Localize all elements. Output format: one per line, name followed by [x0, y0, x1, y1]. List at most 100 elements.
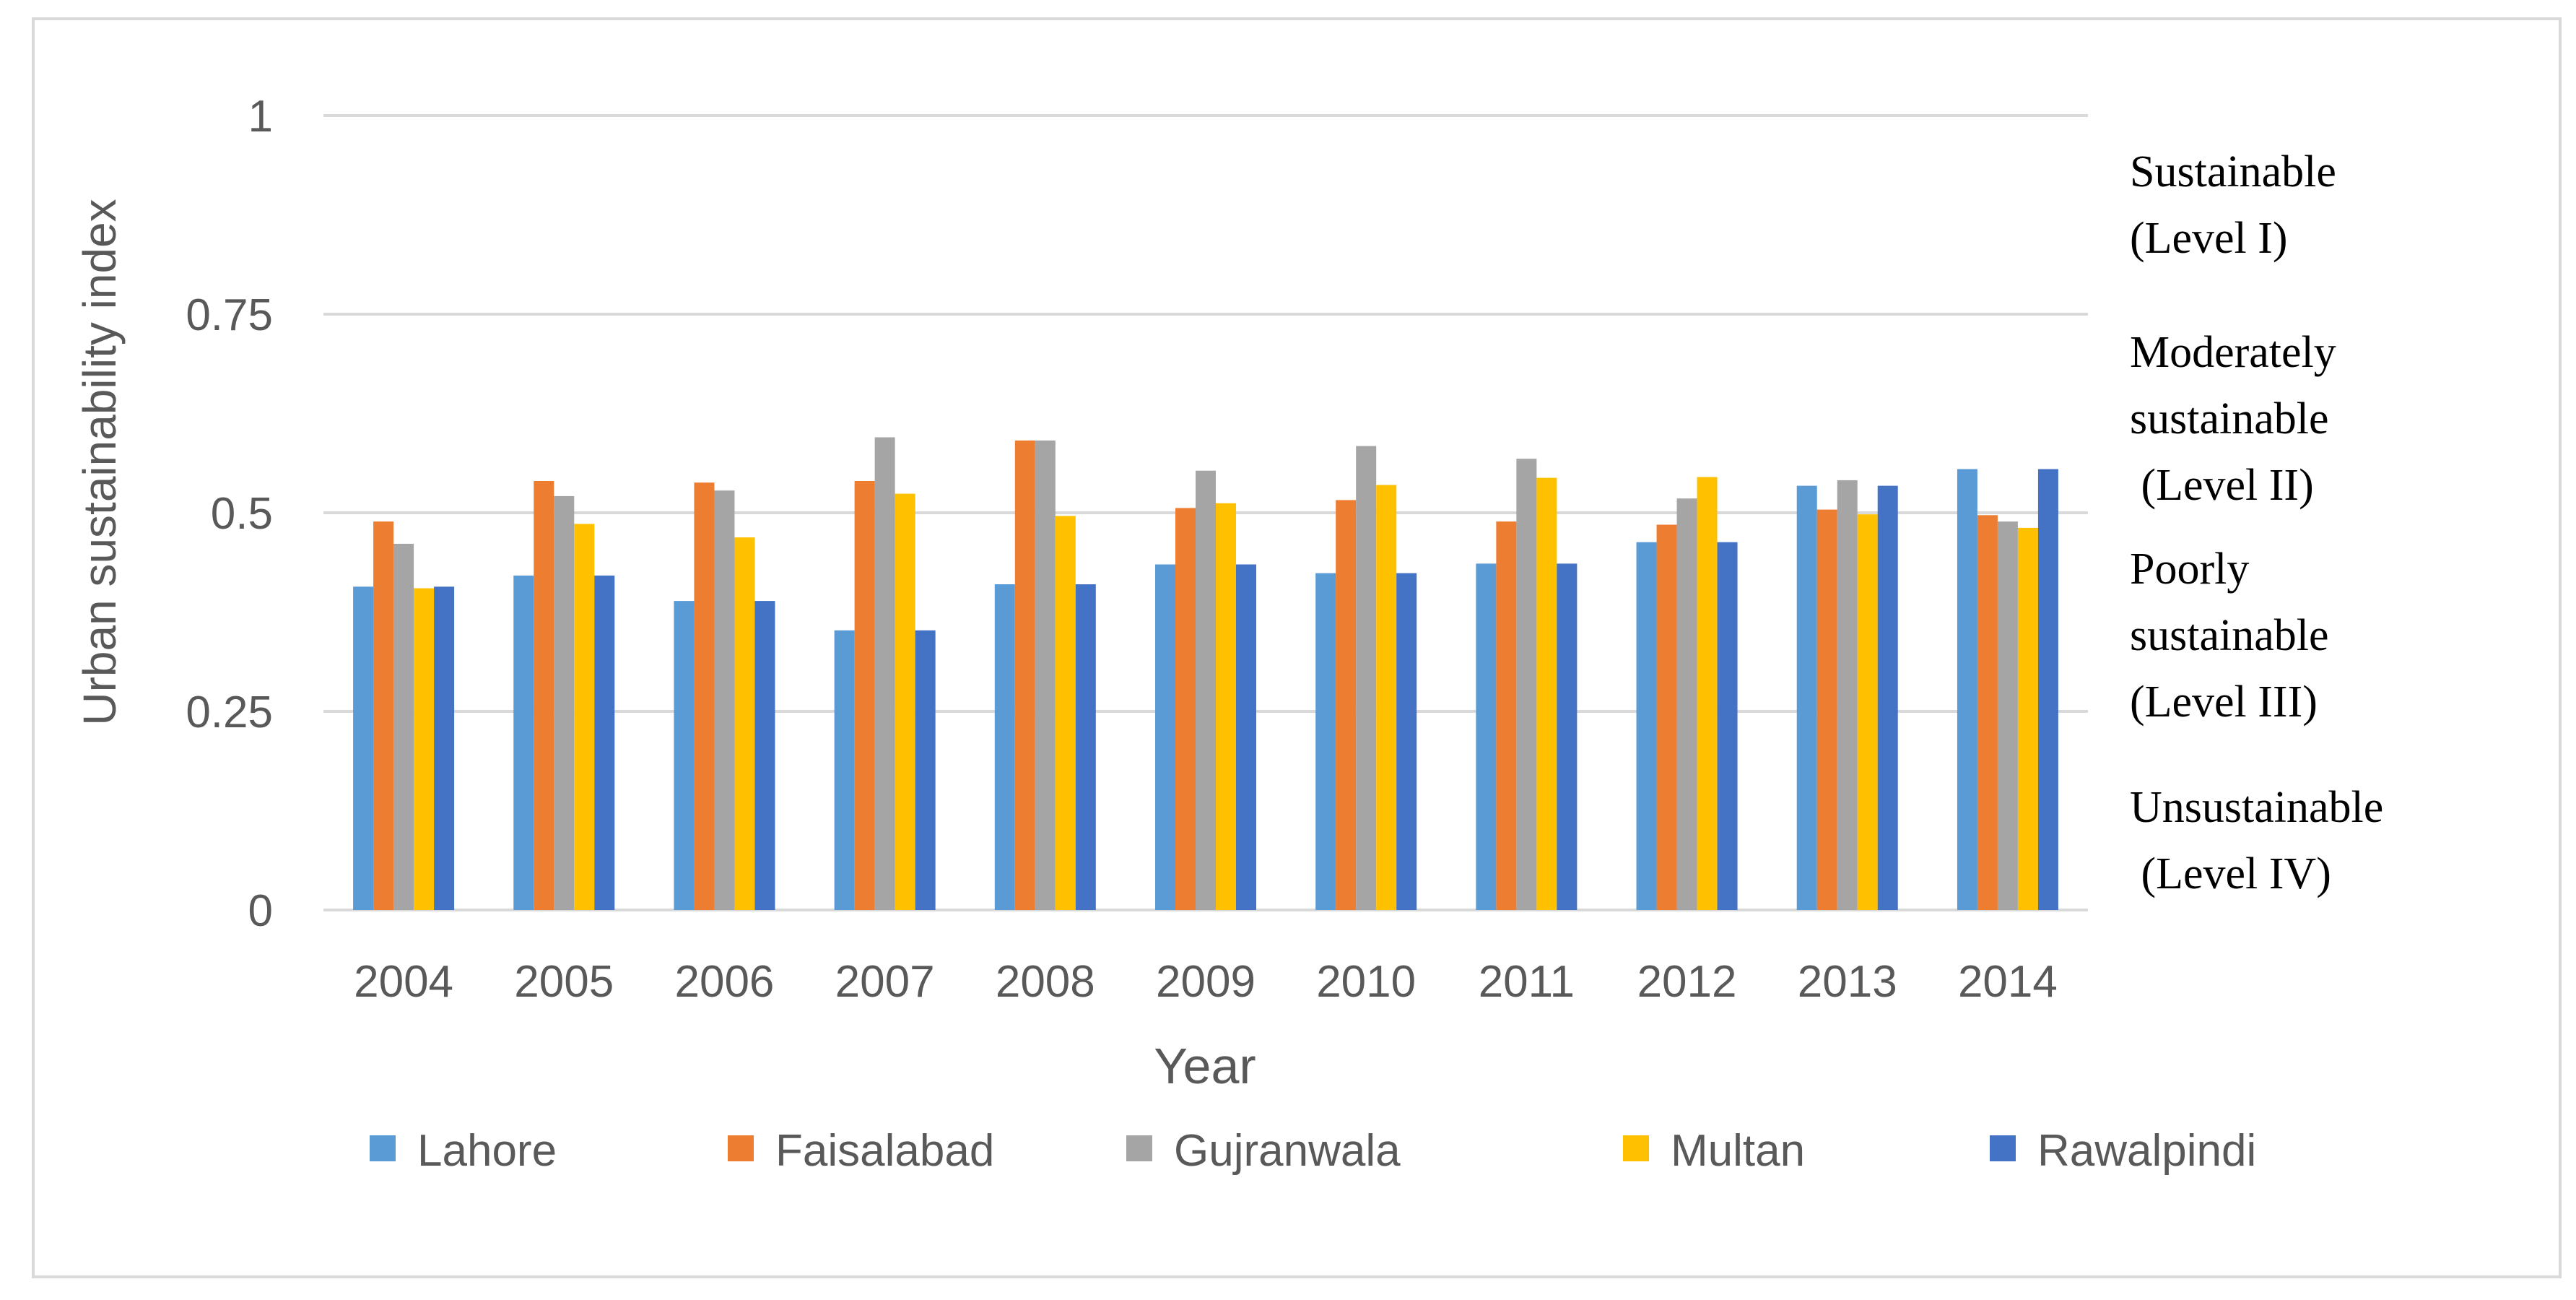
bar-lahore-2011: [1476, 563, 1497, 910]
bar-lahore-2014: [1957, 469, 1977, 910]
bar-rawalpindi-2009: [1236, 564, 1256, 910]
x-tick-label: 2005: [514, 957, 614, 1007]
legend-swatch: [1623, 1135, 1649, 1161]
annotation-line: Moderately: [2130, 328, 2336, 377]
bar-faisalabad-2014: [1977, 515, 1998, 910]
bar-multan-2011: [1536, 477, 1557, 910]
chart-border: [32, 17, 2562, 1278]
bar-faisalabad-2004: [373, 521, 394, 910]
bar-gujranwala-2014: [1997, 521, 2018, 910]
annotation-line: (Level III): [2130, 677, 2318, 727]
x-tick-label: 2008: [996, 957, 1095, 1007]
bar-rawalpindi-2004: [434, 586, 455, 910]
bar-rawalpindi-2013: [1877, 485, 1898, 910]
annotation-line: Sustainable: [2130, 147, 2336, 196]
bar-multan-2008: [1055, 516, 1076, 910]
bar-multan-2010: [1376, 485, 1397, 910]
bar-rawalpindi-2008: [1075, 584, 1096, 910]
annotation-line: Unsustainable: [2130, 783, 2383, 832]
bar-multan-2013: [1857, 514, 1878, 910]
annotation-line: sustainable: [2130, 394, 2329, 443]
bar-gujranwala-2005: [554, 495, 575, 910]
bar-rawalpindi-2012: [1717, 542, 1738, 910]
bar-lahore-2012: [1636, 542, 1657, 910]
legend-swatch: [728, 1135, 754, 1161]
bar-lahore-2013: [1796, 485, 1817, 910]
y-tick-label: 0.75: [186, 290, 273, 340]
legend: Lahore Faisal­abad Gujranwala Multan Rawalpi…: [370, 1126, 2256, 1176]
y-tick-label: 0.5: [211, 489, 273, 539]
bar-faisalabad-2005: [534, 481, 554, 910]
bar-faisalabad-2011: [1496, 521, 1517, 910]
bar-gujranwala-2010: [1356, 446, 1377, 910]
x-axis-title: Year: [1154, 1038, 1256, 1094]
bar-multan-2006: [734, 537, 755, 910]
bar-multan-2012: [1697, 477, 1718, 910]
annotation-level-1: Sustainable (Level I): [2130, 147, 2336, 263]
y-tick-label: 0.25: [186, 688, 273, 737]
bar-gujranwala-2011: [1516, 459, 1537, 910]
annotation-line: sustainable: [2130, 611, 2329, 660]
legend-swatch: [1990, 1135, 2016, 1161]
legend-label: Gujranwala: [1174, 1126, 1401, 1176]
bar-faisalabad-2010: [1336, 500, 1357, 910]
bar-gujranwala-2012: [1676, 498, 1697, 910]
bar-gujranwala-2008: [1035, 440, 1056, 910]
y-tick-label: 0: [248, 886, 273, 936]
bar-faisalabad-2012: [1656, 524, 1677, 910]
bar-rawalpindi-2005: [594, 575, 615, 910]
bar-lahore-2005: [513, 575, 534, 910]
bar-rawalpindi-2011: [1557, 563, 1578, 910]
legend-label: Multan: [1671, 1126, 1805, 1176]
bar-lahore-2007: [834, 630, 855, 910]
x-tick-label: 2009: [1156, 957, 1256, 1007]
bar-gujranwala-2006: [714, 490, 735, 910]
bar-lahore-2006: [674, 601, 695, 910]
bar-gujranwala-2009: [1196, 470, 1216, 910]
bar-faisalabad-2008: [1014, 440, 1035, 910]
x-tick-label: 2006: [674, 957, 774, 1007]
x-tick-label: 2011: [1479, 957, 1575, 1007]
x-tick-label: 2010: [1316, 957, 1416, 1007]
bar-multan-2005: [574, 524, 595, 910]
bar-faisalabad-2013: [1816, 509, 1837, 910]
bar-rawalpindi-2014: [2037, 469, 2058, 910]
annotation-level-4: Unsustainable (Level IV): [2130, 783, 2383, 898]
x-axis-ticks: 2004 2005 2006 2007 2008 2009 2010 2011 2012 2013…: [354, 957, 2058, 1007]
x-tick-label: 2013: [1798, 957, 1897, 1007]
bar-faisalabad-2006: [694, 482, 715, 910]
x-tick-label: 2012: [1637, 957, 1737, 1007]
bar-multan-2007: [895, 493, 915, 910]
legend-swatch: [1126, 1135, 1152, 1161]
bar-multan-2004: [414, 588, 435, 910]
y-tick-label: 1: [248, 92, 273, 142]
annotation-line: (Level I): [2130, 214, 2288, 263]
legend-swatch: [370, 1135, 396, 1161]
y-axis-ticks: 0 0.25 0.5 0.75 1: [186, 92, 273, 936]
annotation-line: (Level II): [2130, 461, 2314, 510]
legend-label: Lahore: [417, 1126, 557, 1176]
x-tick-label: 2014: [1958, 957, 2058, 1007]
bar-rawalpindi-2010: [1396, 573, 1417, 910]
annotation-level-3: Poorly sustainable (Level III): [2130, 545, 2329, 727]
bar-gujranwala-2004: [393, 543, 414, 910]
bar-rawalpindi-2007: [915, 630, 936, 910]
bar-rawalpindi-2006: [754, 601, 775, 910]
bar-lahore-2010: [1315, 573, 1336, 910]
legend-label: Faisal­abad: [775, 1126, 994, 1176]
bar-faisalabad-2009: [1175, 508, 1196, 910]
annotation-line: Poorly: [2130, 545, 2249, 594]
annotation-level-2: Moderately sustainable (Level II): [2130, 328, 2336, 510]
bar-gujranwala-2007: [874, 437, 895, 910]
bar-multan-2009: [1216, 503, 1236, 910]
bar-faisalabad-2007: [854, 481, 875, 910]
bar-lahore-2008: [994, 584, 1015, 910]
bar-lahore-2009: [1155, 564, 1175, 910]
x-tick-label: 2007: [835, 957, 935, 1007]
bar-lahore-2004: [353, 586, 374, 910]
sustainability-level-labels: Sustainable (Level I) Moderately sustainabl…: [2130, 147, 2383, 898]
y-axis-title: Urban sustainability index: [74, 199, 126, 725]
bar-gujranwala-2013: [1837, 480, 1858, 910]
annotation-line: (Level IV): [2130, 849, 2331, 898]
